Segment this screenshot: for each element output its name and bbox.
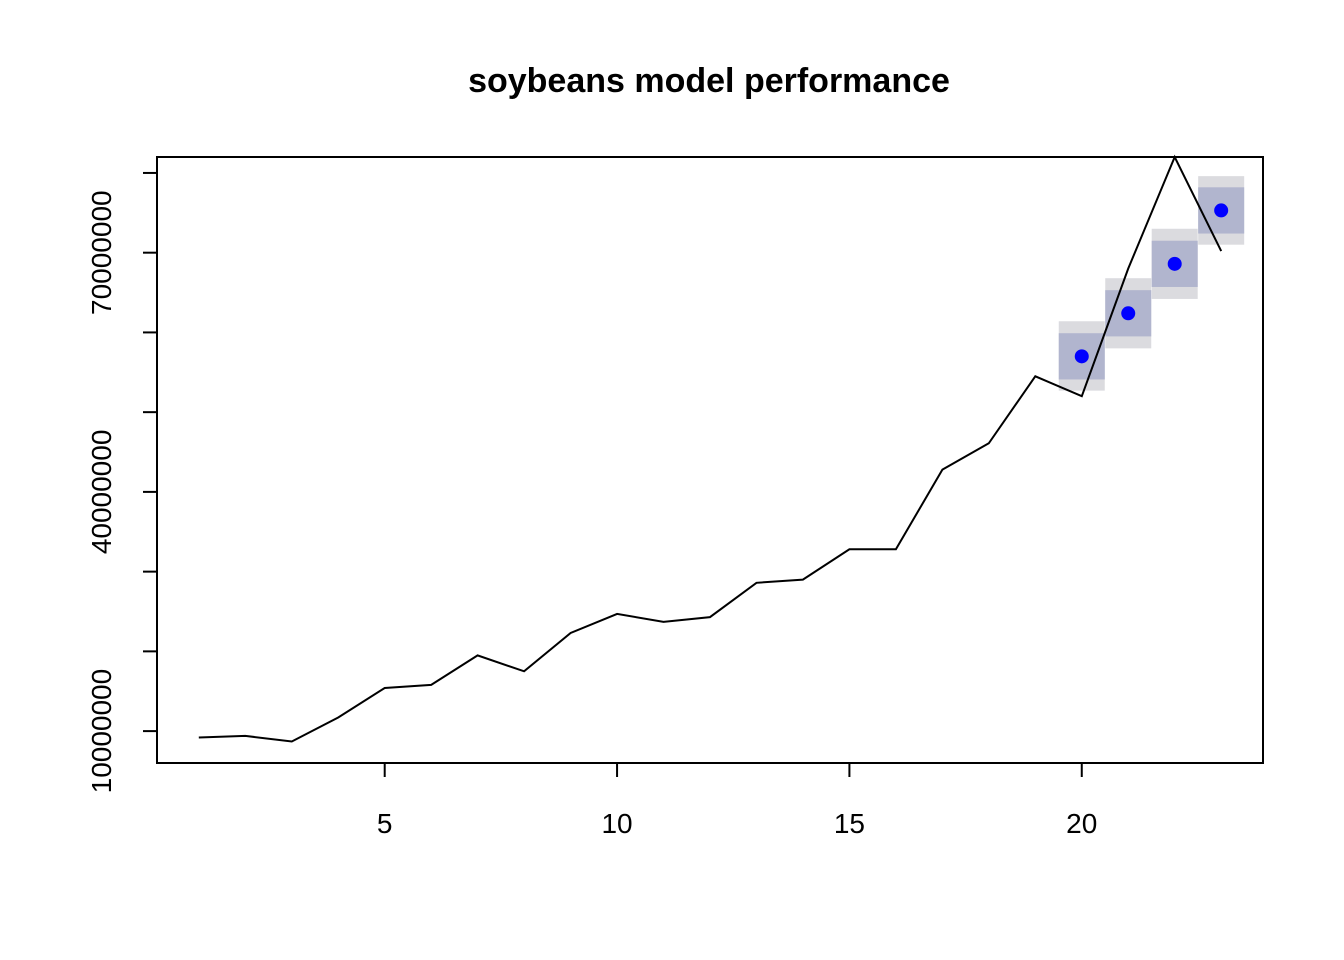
- forecast-point: [1214, 203, 1229, 218]
- x-tick-label: 15: [834, 808, 865, 839]
- forecast-point: [1074, 349, 1089, 364]
- y-tick-label: 10000000: [86, 669, 117, 794]
- x-axis: 5 10 15 20: [377, 762, 1097, 839]
- x-tick-label: 5: [377, 808, 393, 839]
- series-line: [198, 154, 1223, 743]
- forecast-bands-80: [1058, 187, 1245, 380]
- y-tick-label: 70000000: [86, 190, 117, 315]
- y-axis: 10000000 40000000 70000000: [86, 171, 158, 794]
- y-tick-label: 40000000: [86, 430, 117, 555]
- x-tick-label: 20: [1066, 808, 1097, 839]
- forecast-points: [1074, 203, 1229, 364]
- forecast-point: [1121, 306, 1136, 321]
- x-tick-label: 10: [601, 808, 632, 839]
- chart-title: soybeans model performance: [468, 62, 950, 100]
- forecast-point: [1167, 256, 1182, 271]
- plot-frame: [156, 156, 1264, 764]
